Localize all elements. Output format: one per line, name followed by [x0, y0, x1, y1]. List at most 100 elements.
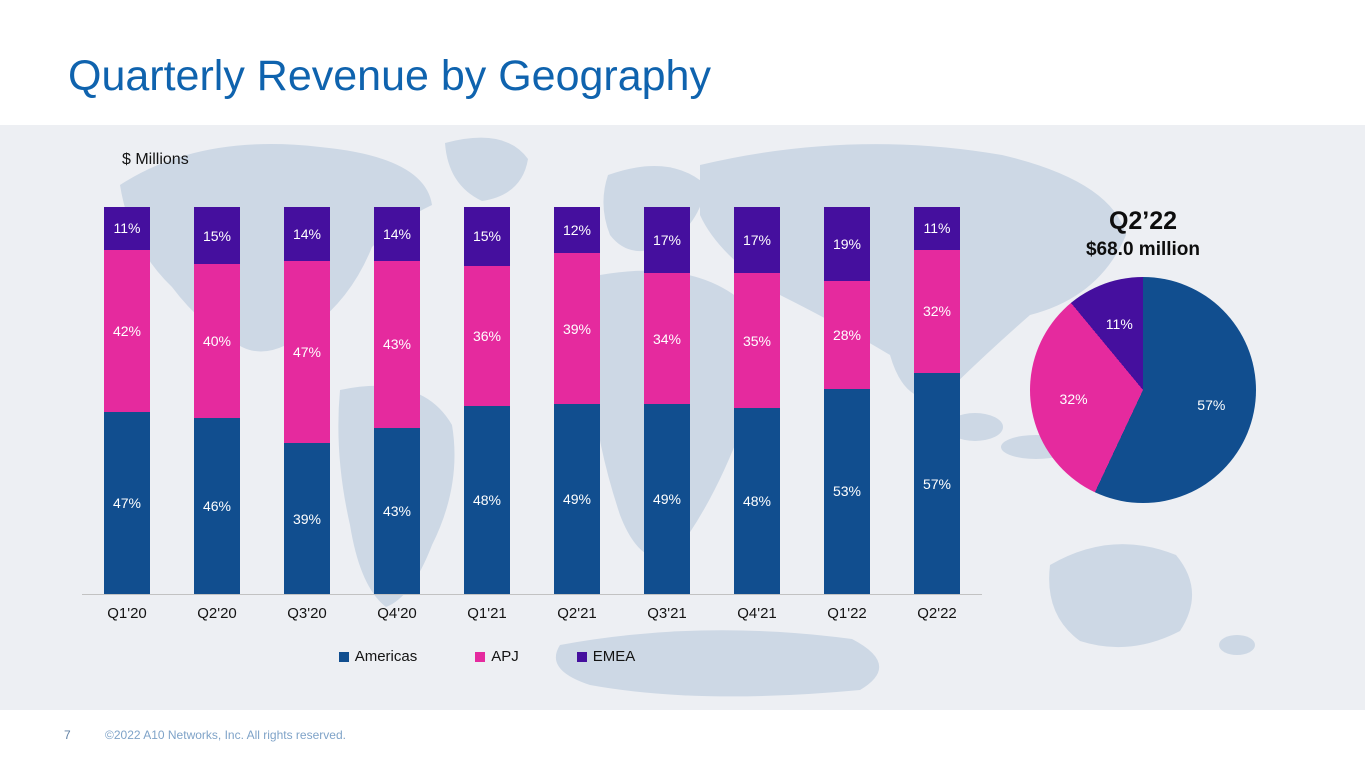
pie-chart-block: Q2’22 $68.0 million 57% 32% 11%: [1005, 207, 1281, 503]
bar-data-label: 47%: [112, 495, 142, 512]
category-label: Q1'20: [107, 605, 147, 622]
slide-title: Quarterly Revenue by Geography: [68, 52, 711, 100]
legend-label: EMEA: [592, 648, 636, 665]
category-label: Q4'20: [377, 605, 417, 622]
legend-label: APJ: [491, 648, 519, 665]
bar-segment-apj: 42%: [104, 249, 150, 413]
pie-data-label: 32%: [1059, 390, 1088, 407]
bar-segment-emea: 17%: [734, 207, 780, 273]
bar-group: 14% 47% 39%: [262, 207, 352, 594]
bar-segment-emea: 15%: [464, 207, 510, 266]
content-band: $ Millions 11% 42% 47% 15% 40% 46% 14% 47% 39% 14…: [0, 125, 1365, 710]
bar-segment-emea: 12%: [554, 207, 600, 254]
legend-item-apj: APJ: [475, 648, 519, 665]
category-label: Q3'20: [287, 605, 327, 622]
bar-data-label: 39%: [292, 510, 322, 527]
bar-group: 15% 40% 46%: [172, 207, 262, 594]
stacked-bar: 19% 28% 53%: [824, 207, 870, 594]
bar-segment-americas: 53%: [824, 388, 870, 594]
bar-group: 14% 43% 43%: [352, 207, 442, 594]
bar-segment-americas: 57%: [914, 373, 960, 594]
chart-legend: Americas APJ EMEA: [37, 648, 937, 665]
bar-segment-apj: 36%: [464, 265, 510, 407]
bar-data-label: 14%: [292, 226, 322, 243]
bar-data-label: 48%: [472, 492, 502, 509]
category-label: Q3'21: [647, 605, 687, 622]
bar-data-label: 17%: [742, 231, 772, 248]
bar-data-label: 57%: [922, 475, 952, 492]
bar-data-label: 39%: [562, 320, 592, 337]
bar-data-label: 15%: [472, 228, 502, 245]
bar-data-label: 43%: [382, 336, 412, 353]
bar-segment-emea: 17%: [644, 207, 690, 273]
bar-segment-americas: 39%: [284, 443, 330, 594]
stacked-bar: 17% 35% 48%: [734, 207, 780, 594]
bar-chart: 11% 42% 47% 15% 40% 46% 14% 47% 39% 14% 43% 43% 15% 3…: [82, 207, 982, 665]
bar-data-label: 14%: [382, 226, 412, 243]
bar-data-label: 15%: [202, 227, 232, 244]
bar-data-label: 53%: [832, 483, 862, 500]
bar-data-label: 32%: [922, 303, 952, 320]
bar-group: 15% 36% 48%: [442, 207, 532, 594]
bar-segment-apj: 47%: [284, 261, 330, 444]
bar-data-label: 34%: [652, 330, 682, 347]
page-number: 7: [64, 728, 71, 742]
bar-data-label: 17%: [652, 231, 682, 248]
bar-segment-apj: 28%: [824, 280, 870, 389]
bar-data-label: 11%: [113, 220, 141, 237]
bar-segment-emea: 11%: [914, 207, 960, 250]
bar-data-label: 46%: [202, 497, 232, 514]
pie-data-label: 11%: [1105, 316, 1133, 333]
legend-item-emea: EMEA: [576, 648, 636, 665]
stacked-bar: 11% 32% 57%: [914, 207, 960, 594]
stacked-bar: 14% 47% 39%: [284, 207, 330, 594]
bar-data-label: 43%: [382, 502, 412, 519]
stacked-bar: 17% 34% 49%: [644, 207, 690, 594]
bar-data-label: 47%: [292, 344, 322, 361]
bar-segment-emea: 14%: [284, 207, 330, 262]
axis-units-label: $ Millions: [122, 151, 189, 168]
category-label: Q4'21: [737, 605, 777, 622]
legend-label: Americas: [354, 648, 418, 665]
copyright-text: ©2022 A10 Networks, Inc. All rights rese…: [105, 728, 346, 742]
bar-data-label: 35%: [742, 332, 772, 349]
bar-data-label: 40%: [202, 333, 232, 350]
legend-swatch: [475, 651, 486, 662]
bar-data-label: 49%: [652, 491, 682, 508]
slide-header: Quarterly Revenue by Geography: [0, 0, 1365, 125]
bar-group: 12% 39% 49%: [532, 207, 622, 594]
bar-group: 19% 28% 53%: [802, 207, 892, 594]
stacked-bar: 12% 39% 49%: [554, 207, 600, 594]
bar-segment-apj: 32%: [914, 249, 960, 374]
bar-plot-area: 11% 42% 47% 15% 40% 46% 14% 47% 39% 14% 43% 43% 15% 3…: [82, 207, 982, 595]
legend-swatch: [576, 651, 587, 662]
bar-segment-apj: 40%: [194, 264, 240, 418]
bar-data-label: 19%: [832, 235, 862, 252]
stacked-bar: 14% 43% 43%: [374, 207, 420, 594]
category-label: Q1'22: [827, 605, 867, 622]
bar-segment-americas: 43%: [374, 427, 420, 594]
pie-title: Q2’22: [1108, 207, 1178, 235]
bar-segment-americas: 47%: [104, 412, 150, 594]
bar-segment-americas: 49%: [554, 404, 600, 594]
bar-data-label: 49%: [562, 491, 592, 508]
bar-group: 17% 34% 49%: [622, 207, 712, 594]
category-label: Q2'20: [197, 605, 237, 622]
bar-segment-americas: 48%: [464, 406, 510, 594]
bar-data-label: 36%: [472, 327, 502, 344]
category-axis: Q1'20 Q2'20 Q3'20 Q4'20 Q1'21 Q2'21 Q3'21 Q4'21…: [82, 605, 982, 622]
legend-item-americas: Americas: [338, 648, 418, 665]
bar-data-label: 48%: [742, 493, 772, 510]
bar-segment-emea: 11%: [104, 207, 150, 250]
category-label: Q2'21: [557, 605, 597, 622]
bar-segment-americas: 46%: [194, 417, 240, 594]
stacked-bar: 15% 40% 46%: [194, 207, 240, 594]
bar-data-label: 28%: [832, 326, 862, 343]
bar-segment-apj: 34%: [644, 272, 690, 405]
bar-segment-apj: 35%: [734, 272, 780, 409]
bar-group: 11% 42% 47%: [82, 207, 172, 594]
bar-data-label: 42%: [112, 322, 142, 339]
stacked-bar: 11% 42% 47%: [104, 207, 150, 594]
bar-data-label: 11%: [923, 220, 951, 237]
